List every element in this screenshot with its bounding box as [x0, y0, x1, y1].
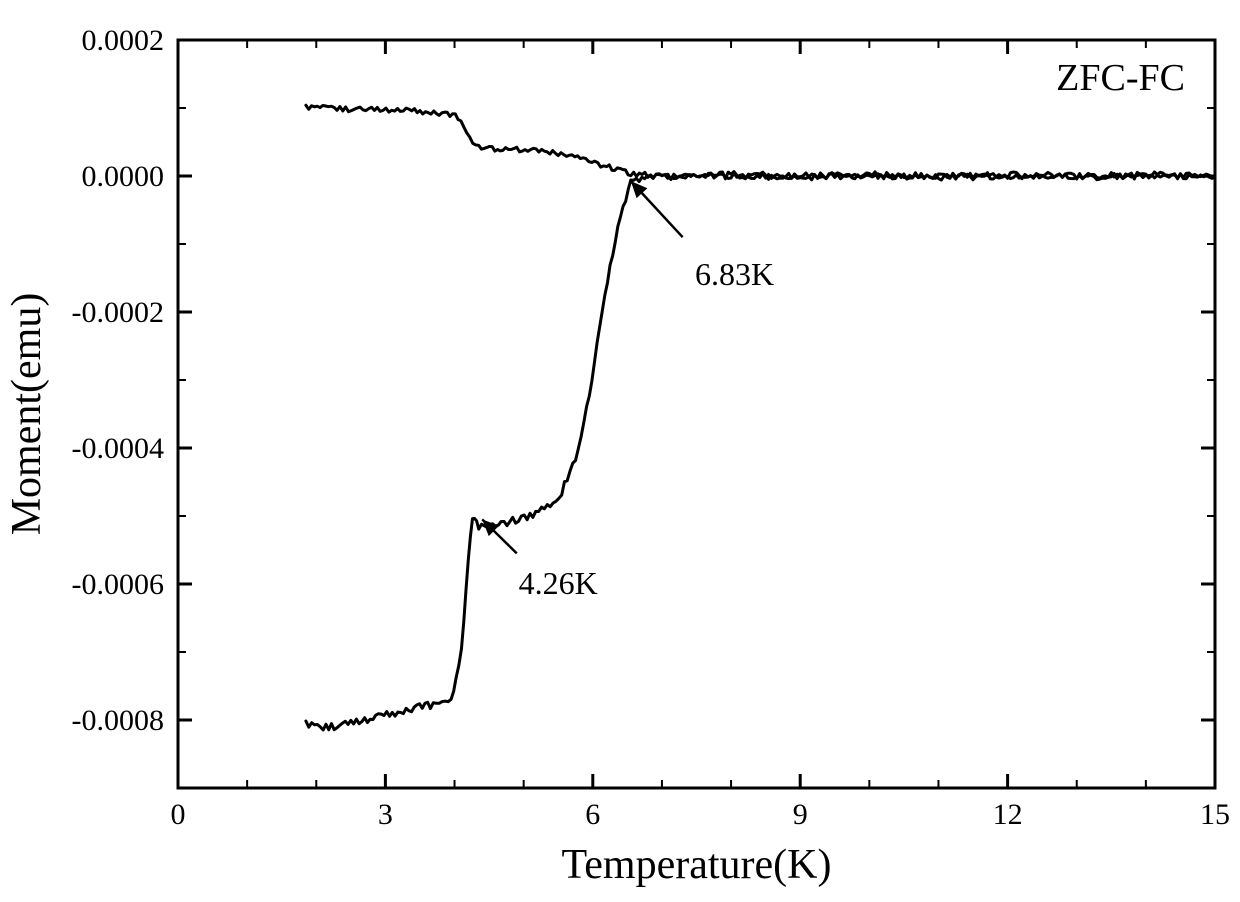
- x-tick-label: 12: [993, 798, 1023, 831]
- zfc-fc-chart: 0 3 6 9 12 15 -0.0008 -0.0006 -0.0004 -0.0002 0.00…: [0, 0, 1240, 902]
- chart-container: 0 3 6 9 12 15 -0.0008 -0.0006 -0.0004 -0.0002 0.00…: [0, 0, 1240, 902]
- y-tick-label: 0.0002: [82, 24, 165, 57]
- x-tick-label: 6: [585, 798, 600, 831]
- y-tick-label: 0.0000: [82, 160, 165, 193]
- legend-text: ZFC-FC: [1056, 57, 1185, 99]
- annotation-label: 6.83K: [695, 256, 774, 292]
- y-tick-label: -0.0002: [72, 296, 165, 329]
- y-tick-label: -0.0006: [72, 568, 165, 601]
- x-axis-label: Temperature(K): [562, 842, 832, 888]
- y-tick-label: -0.0008: [72, 704, 165, 737]
- x-tick-label: 3: [378, 798, 393, 831]
- x-tick-label: 15: [1200, 798, 1230, 831]
- y-axis-label: Moment(emu): [4, 293, 50, 536]
- y-tick-label: -0.0004: [72, 432, 165, 465]
- x-tick-label: 9: [793, 798, 808, 831]
- x-tick-label: 0: [171, 798, 186, 831]
- annotation-label: 4.26K: [519, 565, 598, 601]
